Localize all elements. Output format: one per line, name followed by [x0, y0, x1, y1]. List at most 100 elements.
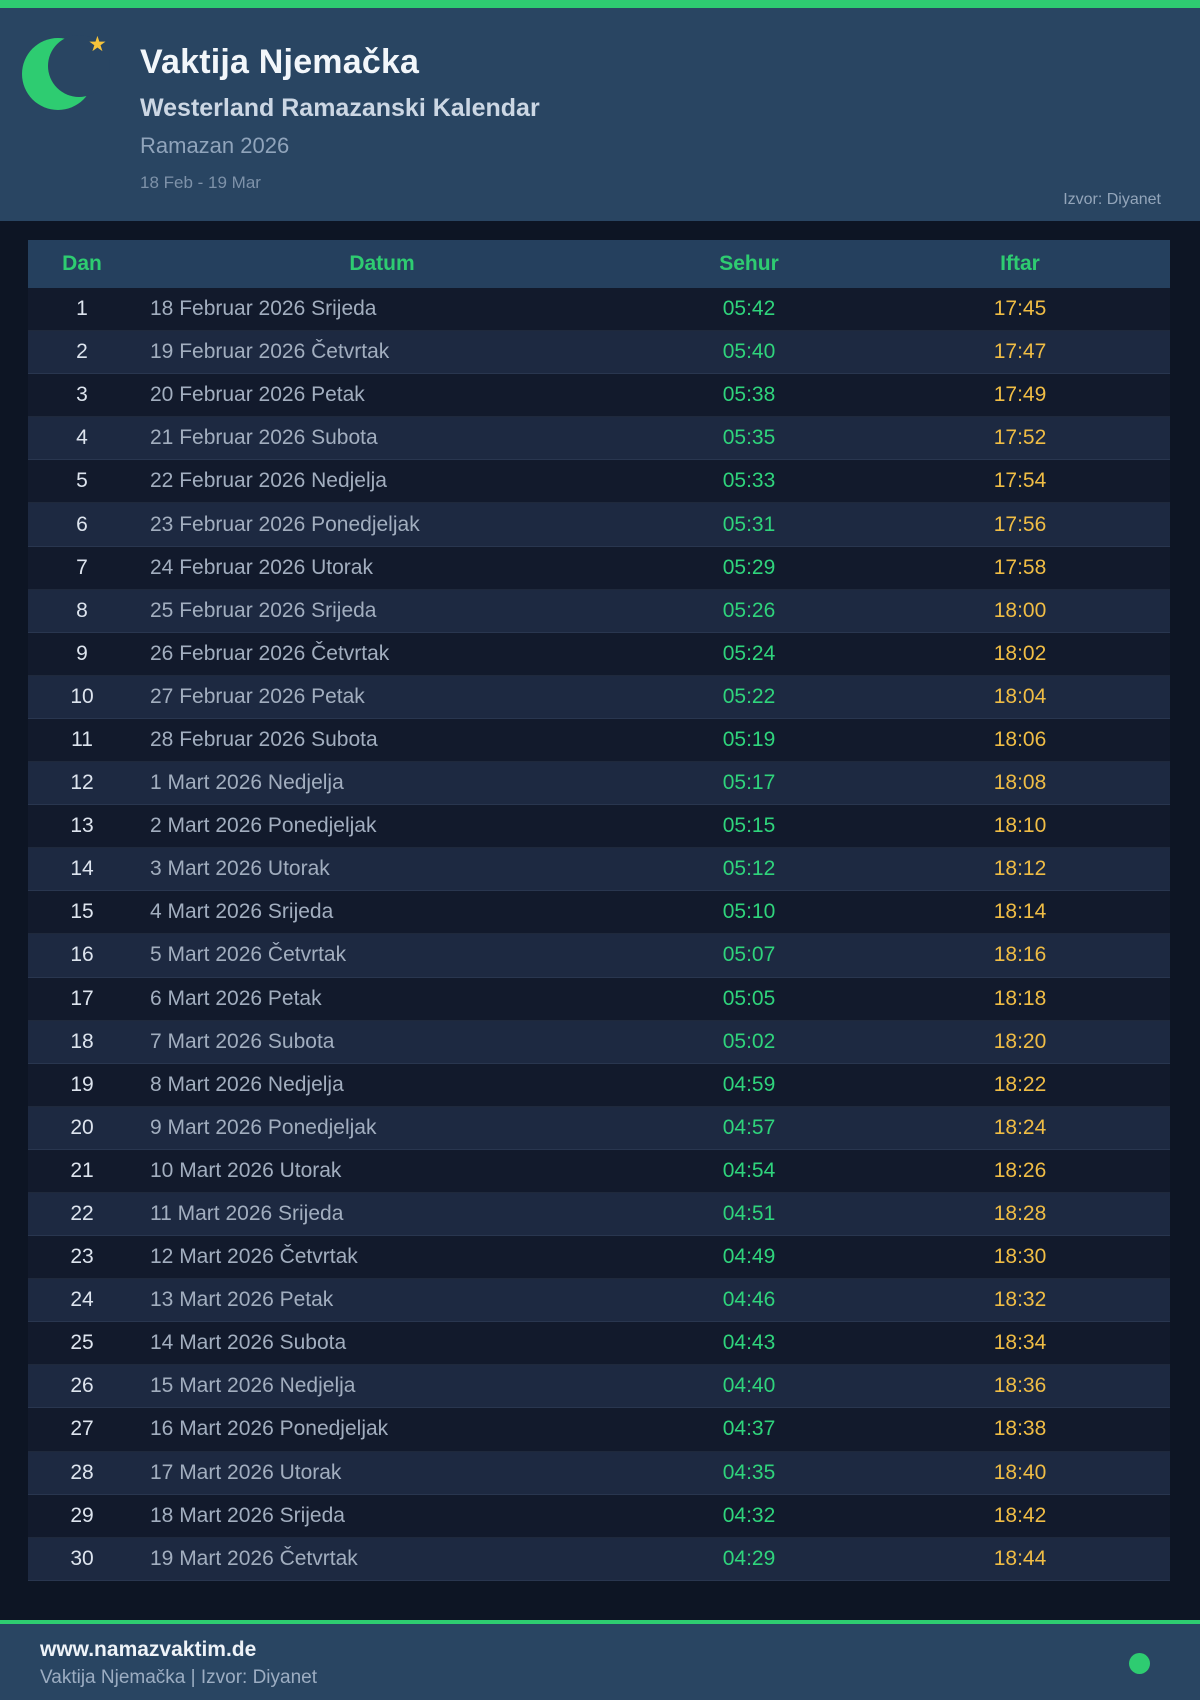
table-row: 11 28 Februar 2026 Subota 05:19 18:06: [28, 718, 1170, 763]
date-cell: 16 Mart 2026 Ponedjeljak: [150, 1417, 389, 1441]
day-cell: 23: [70, 1245, 94, 1269]
column-header-sehur: Sehur: [719, 252, 779, 275]
header: ★ Vaktija Njemačka Westerland Ramazanski…: [0, 8, 1200, 221]
table-row: 8 25 Februar 2026 Srijeda 05:26 18:00: [28, 589, 1170, 633]
day-cell: 30: [70, 1546, 94, 1570]
page-subtitle: Westerland Ramazanski Kalendar: [140, 94, 540, 122]
table-row: 26 15 Mart 2026 Nedjelja 04:40 18:36: [28, 1365, 1170, 1409]
iftar-cell: 18:36: [993, 1374, 1047, 1398]
table-row: 27 16 Mart 2026 Ponedjeljak 04:37 18:38: [28, 1408, 1170, 1452]
sehur-cell: 05:40: [722, 340, 776, 364]
iftar-cell: 18:08: [993, 771, 1047, 795]
iftar-cell: 18:10: [993, 814, 1047, 838]
day-cell: 20: [70, 1115, 94, 1139]
iftar-cell: 17:52: [993, 426, 1047, 450]
date-cell: 21 Februar 2026 Subota: [150, 426, 378, 450]
day-cell: 5: [76, 469, 88, 493]
table-row: 12 1 Mart 2026 Nedjelja 05:17 18:08: [28, 762, 1170, 806]
sehur-cell: 04:43: [722, 1331, 776, 1355]
day-cell: 4: [76, 426, 88, 450]
footer: www.namazvaktim.de Vaktija Njemačka | Iz…: [0, 1624, 1200, 1700]
sehur-cell: 05:26: [722, 598, 776, 622]
column-header-iftar: Iftar: [1000, 252, 1040, 275]
day-cell: 9: [76, 641, 88, 665]
sehur-cell: 05:17: [722, 771, 776, 795]
iftar-cell: 18:30: [993, 1245, 1047, 1269]
website-url[interactable]: www.namazvaktim.de: [40, 1638, 257, 1661]
crescent-moon-icon: [22, 35, 110, 110]
table-row: 22 11 Mart 2026 Srijeda 04:51 18:28: [28, 1192, 1170, 1237]
iftar-cell: 18:00: [993, 598, 1047, 622]
iftar-cell: 18:16: [993, 943, 1047, 967]
source-label: Izvor: Diyanet: [1063, 191, 1161, 208]
day-cell: 28: [70, 1460, 94, 1484]
day-cell: 25: [70, 1331, 94, 1355]
date-cell: 11 Mart 2026 Srijeda: [150, 1202, 344, 1226]
sehur-cell: 05:12: [722, 857, 776, 881]
iftar-cell: 17:45: [993, 297, 1047, 321]
iftar-cell: 18:42: [993, 1503, 1047, 1527]
table-row: 6 23 Februar 2026 Ponedjeljak 05:31 17:5…: [28, 503, 1170, 547]
column-header-dan: Dan: [62, 252, 102, 275]
date-cell: 9 Mart 2026 Ponedjeljak: [150, 1115, 377, 1139]
date-cell: 6 Mart 2026 Petak: [150, 986, 322, 1010]
sehur-cell: 05:42: [722, 297, 776, 321]
table-row: 30 19 Mart 2026 Četvrtak 04:29 18:44: [28, 1537, 1170, 1581]
date-cell: 12 Mart 2026 Četvrtak: [150, 1245, 358, 1269]
date-cell: 13 Mart 2026 Petak: [150, 1288, 334, 1312]
table-row: 10 27 Februar 2026 Petak 05:22 18:04: [28, 675, 1170, 719]
calendar-content: Dan Datum Sehur Iftar 1 18 Februar 2026 …: [0, 221, 1200, 1620]
iftar-cell: 17:58: [993, 555, 1047, 579]
sehur-cell: 04:51: [722, 1202, 776, 1226]
date-cell: 24 Februar 2026 Utorak: [150, 555, 373, 579]
date-cell: 15 Mart 2026 Nedjelja: [150, 1374, 356, 1398]
iftar-cell: 18:04: [993, 684, 1047, 708]
sehur-cell: 05:07: [722, 943, 776, 967]
table-row: 15 4 Mart 2026 Srijeda 05:10 18:14: [28, 891, 1170, 935]
date-cell: 5 Mart 2026 Četvrtak: [150, 943, 347, 967]
star-icon: ★: [88, 33, 107, 56]
table-row: 19 8 Mart 2026 Nedjelja 04:59 18:22: [28, 1063, 1170, 1107]
table-header-row: Dan Datum Sehur Iftar: [28, 240, 1170, 288]
sehur-cell: 04:46: [722, 1288, 776, 1312]
date-cell: 7 Mart 2026 Subota: [150, 1029, 335, 1053]
date-range-label: 18 Feb - 19 Mar: [140, 173, 261, 192]
sehur-cell: 04:32: [722, 1503, 776, 1527]
date-cell: 1 Mart 2026 Nedjelja: [150, 771, 344, 795]
sehur-cell: 05:15: [722, 814, 776, 838]
top-accent-bar: [0, 0, 1200, 8]
day-cell: 8: [76, 598, 88, 622]
table-row: 29 18 Mart 2026 Srijeda 04:32 18:42: [28, 1494, 1170, 1538]
sehur-cell: 05:19: [722, 727, 776, 751]
date-cell: 18 Februar 2026 Srijeda: [150, 297, 377, 321]
sehur-cell: 04:57: [722, 1115, 776, 1139]
table-body: 1 18 Februar 2026 Srijeda 05:42 17:45 2 …: [28, 288, 1170, 1581]
table-row: 28 17 Mart 2026 Utorak 04:35 18:40: [28, 1451, 1170, 1495]
table-row: 16 5 Mart 2026 Četvrtak 05:07 18:16: [28, 934, 1170, 978]
day-cell: 27: [70, 1417, 94, 1441]
prayer-times-table: Dan Datum Sehur Iftar 1 18 Februar 2026 …: [28, 240, 1170, 1581]
table-row: 21 10 Mart 2026 Utorak 04:54 18:26: [28, 1149, 1170, 1193]
day-cell: 29: [70, 1503, 94, 1527]
sehur-cell: 04:35: [722, 1460, 776, 1484]
sehur-cell: 05:22: [722, 684, 776, 708]
sehur-cell: 05:10: [722, 900, 776, 924]
iftar-cell: 17:49: [993, 383, 1047, 407]
day-cell: 21: [70, 1158, 94, 1182]
iftar-cell: 18:38: [993, 1417, 1047, 1441]
date-cell: 27 Februar 2026 Petak: [150, 684, 365, 708]
iftar-cell: 18:28: [993, 1202, 1047, 1226]
table-row: 1 18 Februar 2026 Srijeda 05:42 17:45: [28, 288, 1170, 332]
date-cell: 20 Februar 2026 Petak: [150, 383, 365, 407]
iftar-cell: 18:44: [993, 1546, 1047, 1570]
iftar-cell: 18:18: [993, 986, 1047, 1010]
table-row: 9 26 Februar 2026 Četvrtak 05:24 18:02: [28, 632, 1170, 676]
sehur-cell: 05:33: [722, 469, 776, 493]
iftar-cell: 18:12: [993, 857, 1047, 881]
table-row: 23 12 Mart 2026 Četvrtak 04:49 18:30: [28, 1236, 1170, 1280]
day-cell: 26: [70, 1374, 94, 1398]
day-cell: 12: [70, 771, 94, 795]
date-cell: 8 Mart 2026 Nedjelja: [150, 1072, 344, 1096]
iftar-cell: 18:14: [993, 900, 1047, 924]
date-cell: 25 Februar 2026 Srijeda: [150, 598, 377, 622]
